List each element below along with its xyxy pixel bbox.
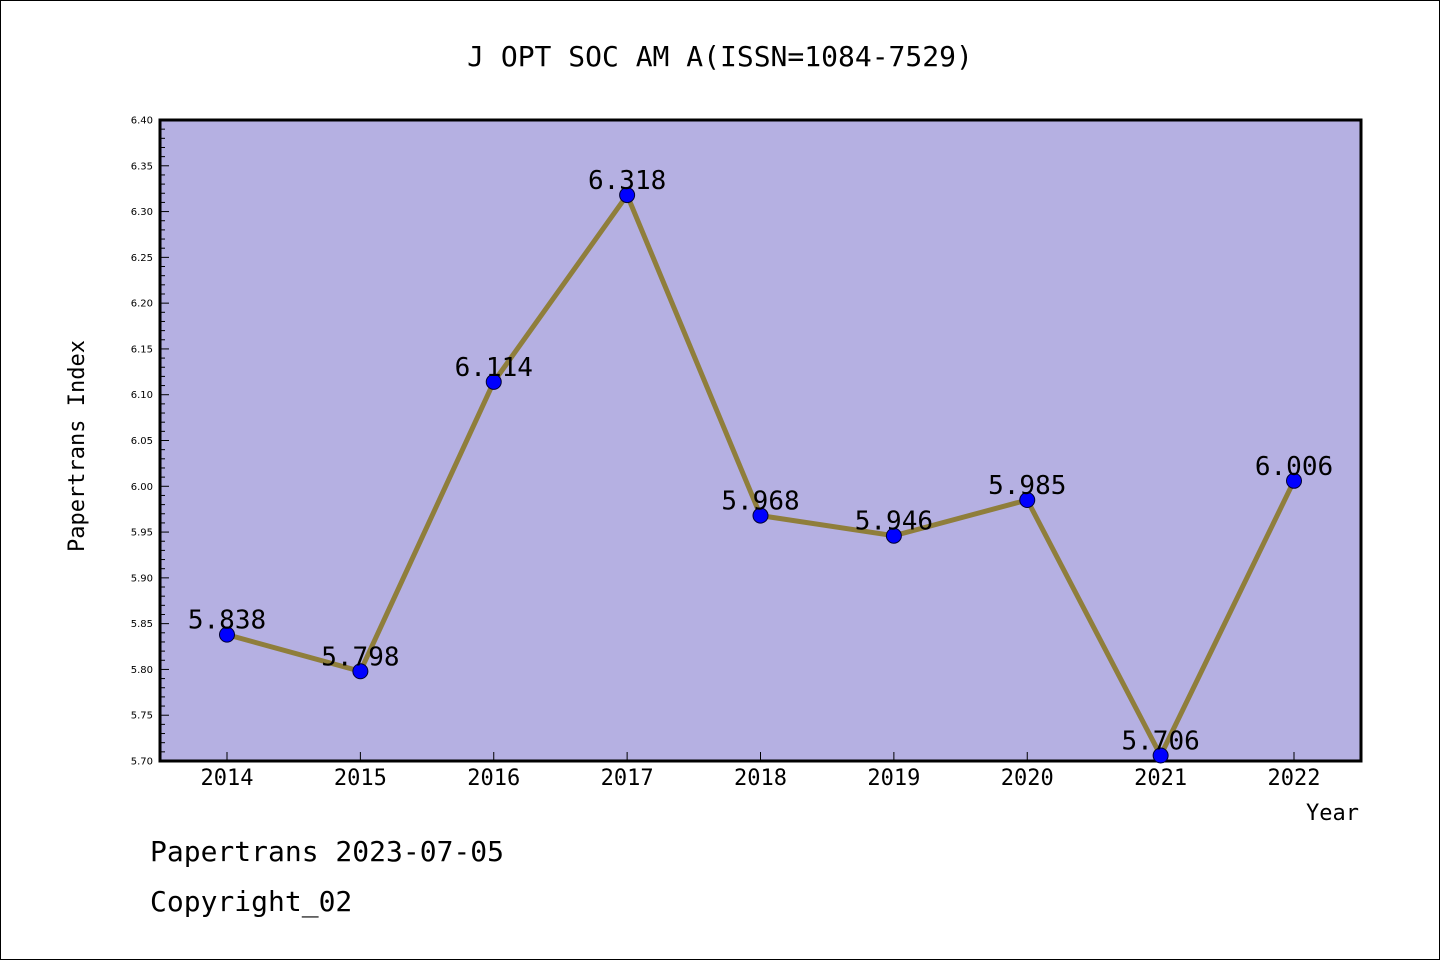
x-tick-label: 2017 xyxy=(601,766,654,791)
data-point xyxy=(1019,492,1036,509)
y-tick-label: 5.85 xyxy=(131,619,153,630)
data-label: 6.006 xyxy=(1255,452,1333,482)
y-tick-label: 6.15 xyxy=(131,344,153,355)
y-tick-label: 6.20 xyxy=(131,299,153,310)
x-tick-label: 2019 xyxy=(867,766,920,791)
data-point xyxy=(352,663,369,680)
x-tick-label: 2014 xyxy=(201,766,254,791)
footer-copyright: Copyright_02 xyxy=(150,885,353,918)
plot-area xyxy=(158,118,1363,763)
data-label: 6.318 xyxy=(588,166,666,196)
y-tick-label: 5.90 xyxy=(131,573,153,584)
y-tick-label: 5.70 xyxy=(131,757,153,768)
data-label: 6.114 xyxy=(455,353,533,383)
data-point xyxy=(885,527,902,544)
y-tick-label: 6.40 xyxy=(131,116,153,127)
x-tick-label: 2015 xyxy=(334,766,387,791)
data-label: 5.838 xyxy=(188,606,266,636)
data-point xyxy=(1286,472,1302,489)
data-label: 5.706 xyxy=(1121,727,1199,757)
data-point xyxy=(1152,747,1169,764)
y-axis-label: Papertrans Index xyxy=(65,340,90,552)
data-point xyxy=(619,187,636,204)
x-tick-label: 2016 xyxy=(467,766,520,791)
x-tick-label: 2018 xyxy=(734,766,787,791)
x-tick-label: 2022 xyxy=(1268,766,1321,791)
y-tick-label: 6.00 xyxy=(131,482,153,493)
footer-date: Papertrans 2023-07-05 xyxy=(150,835,505,868)
y-tick-label: 6.10 xyxy=(131,390,153,401)
y-tick-label: 6.25 xyxy=(131,253,153,264)
data-point xyxy=(485,373,502,390)
data-label: 5.946 xyxy=(855,507,933,537)
series-layer: 5.838 5.798 6.114 6.318 5.968 5.946 5.985 5.706… xyxy=(188,166,1333,764)
y-tick-label: 5.80 xyxy=(131,665,153,676)
data-point xyxy=(219,626,235,643)
x-axis-label: Year xyxy=(1306,801,1359,826)
data-point xyxy=(752,507,769,524)
y-axis-ticks: 5.70 5.75 5.80 5.85 5.90 5.95 6.00 6.05 6.10 6.15… xyxy=(131,116,169,768)
x-axis-ticks: 2014 2015 2016 2017 2018 2019 2020 2021 2022 xyxy=(201,752,1321,791)
y-tick-label: 6.35 xyxy=(131,161,153,172)
y-tick-label: 5.95 xyxy=(131,528,153,539)
data-label: 5.798 xyxy=(321,642,399,672)
y-tick-label: 6.05 xyxy=(131,436,153,447)
y-tick-label: 6.30 xyxy=(131,207,153,218)
data-label: 5.985 xyxy=(988,471,1066,501)
x-tick-label: 2021 xyxy=(1134,766,1187,791)
chart-title: J OPT SOC AM A(ISSN=1084-7529) xyxy=(467,40,973,73)
data-label: 5.968 xyxy=(721,487,799,517)
y-tick-label: 5.75 xyxy=(131,711,153,722)
x-tick-label: 2020 xyxy=(1001,766,1054,791)
